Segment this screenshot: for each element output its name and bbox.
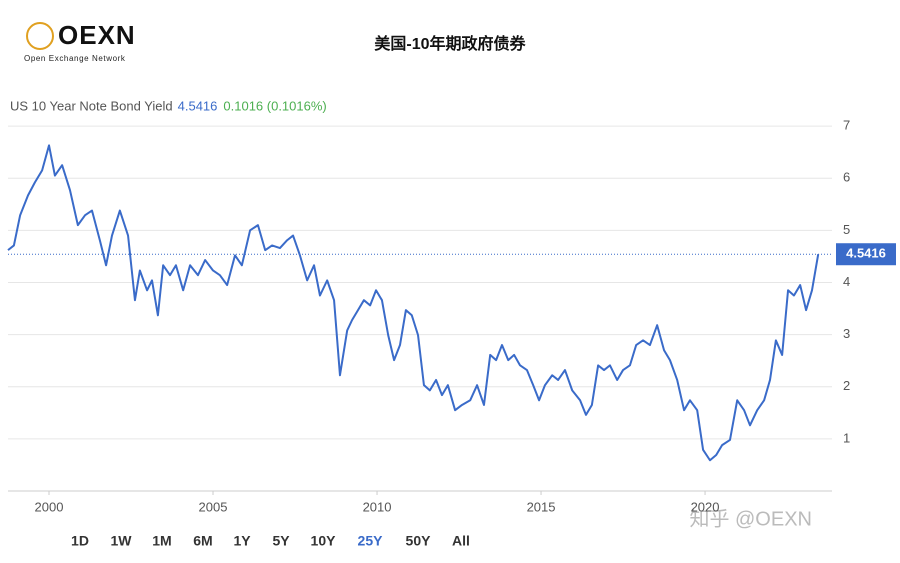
logo-text: OEXN (58, 20, 136, 50)
range-button[interactable]: 1Y (233, 533, 251, 549)
legend-series: US 10 Year Note Bond Yield (10, 98, 173, 113)
y-tick-label: 7 (843, 118, 850, 133)
chart-title: 美国-10年期政府债券 (374, 34, 526, 53)
range-button[interactable]: 5Y (272, 533, 290, 549)
x-tick-label: 2005 (199, 499, 228, 514)
range-button[interactable]: 50Y (406, 533, 432, 549)
legend-value: 4.5416 (178, 98, 218, 113)
range-button[interactable]: 25Y (358, 533, 384, 549)
y-tick-label: 6 (843, 170, 850, 185)
legend-change: 0.1016 (0.1016%) (223, 98, 326, 113)
last-value-label: 4.5416 (846, 246, 886, 261)
range-button[interactable]: All (452, 533, 470, 549)
y-tick-label: 4 (843, 274, 850, 289)
range-button[interactable]: 1M (152, 533, 171, 549)
last-value-box (836, 243, 896, 266)
x-tick-label: 2000 (35, 499, 64, 514)
range-button[interactable]: 6M (193, 533, 212, 549)
y-tick-label: 2 (843, 378, 850, 393)
x-tick-label: 2010 (363, 499, 392, 514)
logo-ring (26, 22, 54, 50)
watermark: 知乎 @OEXN (689, 507, 812, 530)
range-button[interactable]: 1D (71, 533, 89, 549)
logo-tagline: Open Exchange Network (24, 54, 126, 63)
x-tick-label: 2020 (691, 499, 720, 514)
logo: OEXN Open Exchange Network (24, 20, 136, 63)
line-series (7, 144, 820, 462)
y-tick-label: 1 (843, 430, 850, 445)
x-tick-label: 2015 (527, 499, 556, 514)
range-button[interactable]: 1W (111, 533, 133, 549)
range-button[interactable]: 10Y (311, 533, 337, 549)
y-tick-label: 5 (843, 222, 850, 237)
y-tick-label: 3 (843, 326, 850, 341)
